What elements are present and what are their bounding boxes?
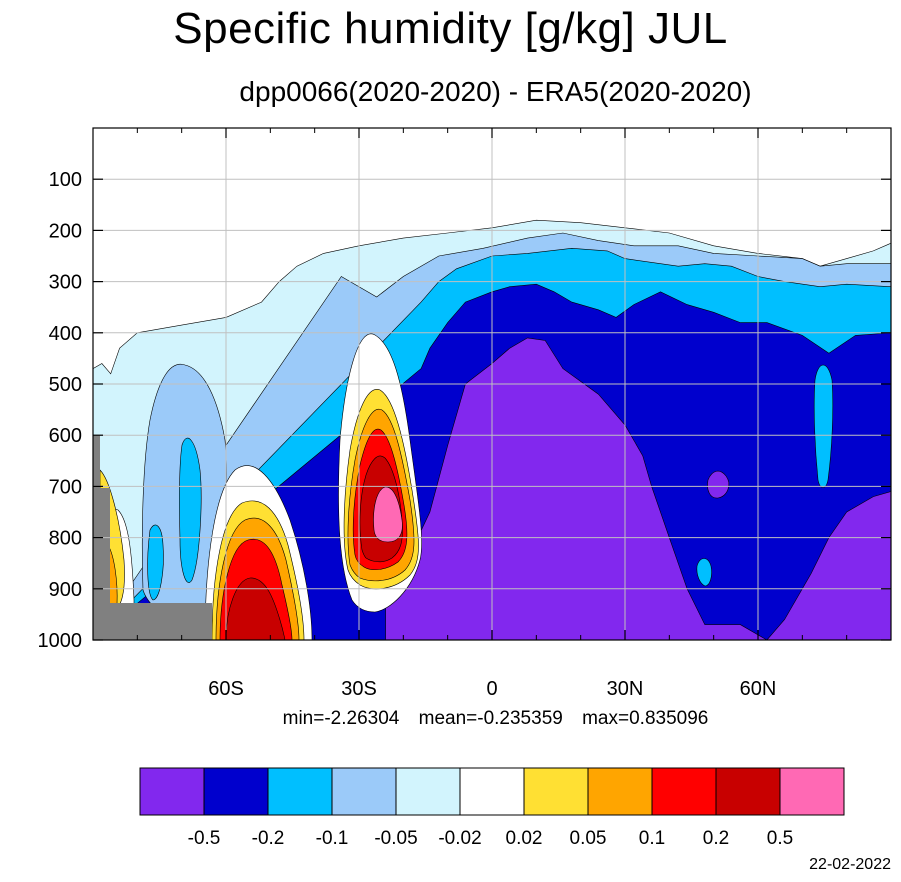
colorbar-box [331, 767, 397, 816]
colorbar-box [651, 767, 717, 816]
axes: 60S 30S 0 30N 60N 100 200 300 400 500 600 700 800 900… [38, 128, 891, 700]
contour-patch-40n-purple [707, 470, 730, 499]
colorbar-label: -0.2 [252, 828, 285, 849]
contour-patch-50n-cyan [696, 558, 712, 587]
colorbar-box [523, 767, 589, 816]
stat-min: min=-2.26304 [282, 708, 400, 729]
plot-area [93, 128, 891, 640]
y-tick-label: 500 [49, 374, 82, 396]
x-tick-label: 60S [208, 678, 244, 700]
y-tick-label: 300 [49, 272, 82, 294]
contour-column-70s-cyan [179, 438, 202, 583]
colorbar-label: -0.05 [374, 828, 417, 849]
northern-features [696, 364, 834, 587]
contour-region-4 [385, 337, 891, 640]
stat-max: max=0.835096 [582, 708, 709, 729]
date-stamp: 22-02-2022 [809, 856, 891, 873]
x-tick-label: 0 [486, 678, 497, 700]
colorbar-label: 0.1 [639, 828, 665, 849]
contour-blob-25s-pink [373, 486, 403, 543]
stat-mean: mean=-0.235359 [418, 708, 563, 729]
colorbar-label: -0.1 [316, 828, 349, 849]
contour-column-80s-cyan [147, 524, 164, 601]
colorbar-label: 0.2 [703, 828, 729, 849]
colorbar-label: -0.5 [188, 828, 221, 849]
colorbar-box [779, 767, 845, 816]
missing-data-region [93, 435, 212, 640]
y-tick-label: 600 [49, 425, 82, 447]
colorbar-box [715, 767, 781, 816]
colorbar-label: 0.05 [570, 828, 607, 849]
colorbar-box [459, 767, 525, 816]
y-tick-label: 900 [49, 579, 82, 601]
colorbar-box [139, 767, 205, 816]
contour-spike-75n-cyan [813, 364, 834, 488]
x-tick-label: 30S [341, 678, 377, 700]
y-tick-label: 400 [49, 323, 82, 345]
y-tick-label: 200 [49, 220, 82, 242]
y-tick-label: 1000 [38, 630, 83, 652]
stats-line: min=-2.26304 mean=-0.235359 max=0.835096 [0, 708, 901, 730]
y-tick-label: 800 [49, 528, 82, 550]
y-tick-label: 100 [49, 169, 82, 191]
y-tick-label: 700 [49, 476, 82, 498]
colorbar-box [203, 767, 269, 816]
colorbar-label: -0.02 [438, 828, 481, 849]
colorbar-label: 0.5 [767, 828, 793, 849]
contour-blob-55s-darkred [225, 577, 286, 640]
chart-subtitle: dpp0066(2020-2020) - ERA5(2020-2020) [239, 76, 752, 107]
colorbar-box [267, 767, 333, 816]
colorbar-box [587, 767, 653, 816]
colorbar-label: 0.02 [506, 828, 543, 849]
gridlines [93, 128, 891, 640]
colorbar: -0.5 -0.2 -0.1 -0.05 -0.02 0.02 0.05 0.1 0.2 0.5 [139, 767, 845, 849]
x-tick-label: 60N [740, 678, 777, 700]
chart-title: Specific humidity [g/kg] JUL [173, 4, 728, 53]
colorbar-box [395, 767, 461, 816]
x-tick-label: 30N [607, 678, 644, 700]
